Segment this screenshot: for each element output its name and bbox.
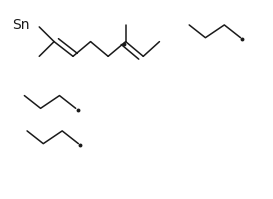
Text: Sn: Sn <box>12 18 30 32</box>
